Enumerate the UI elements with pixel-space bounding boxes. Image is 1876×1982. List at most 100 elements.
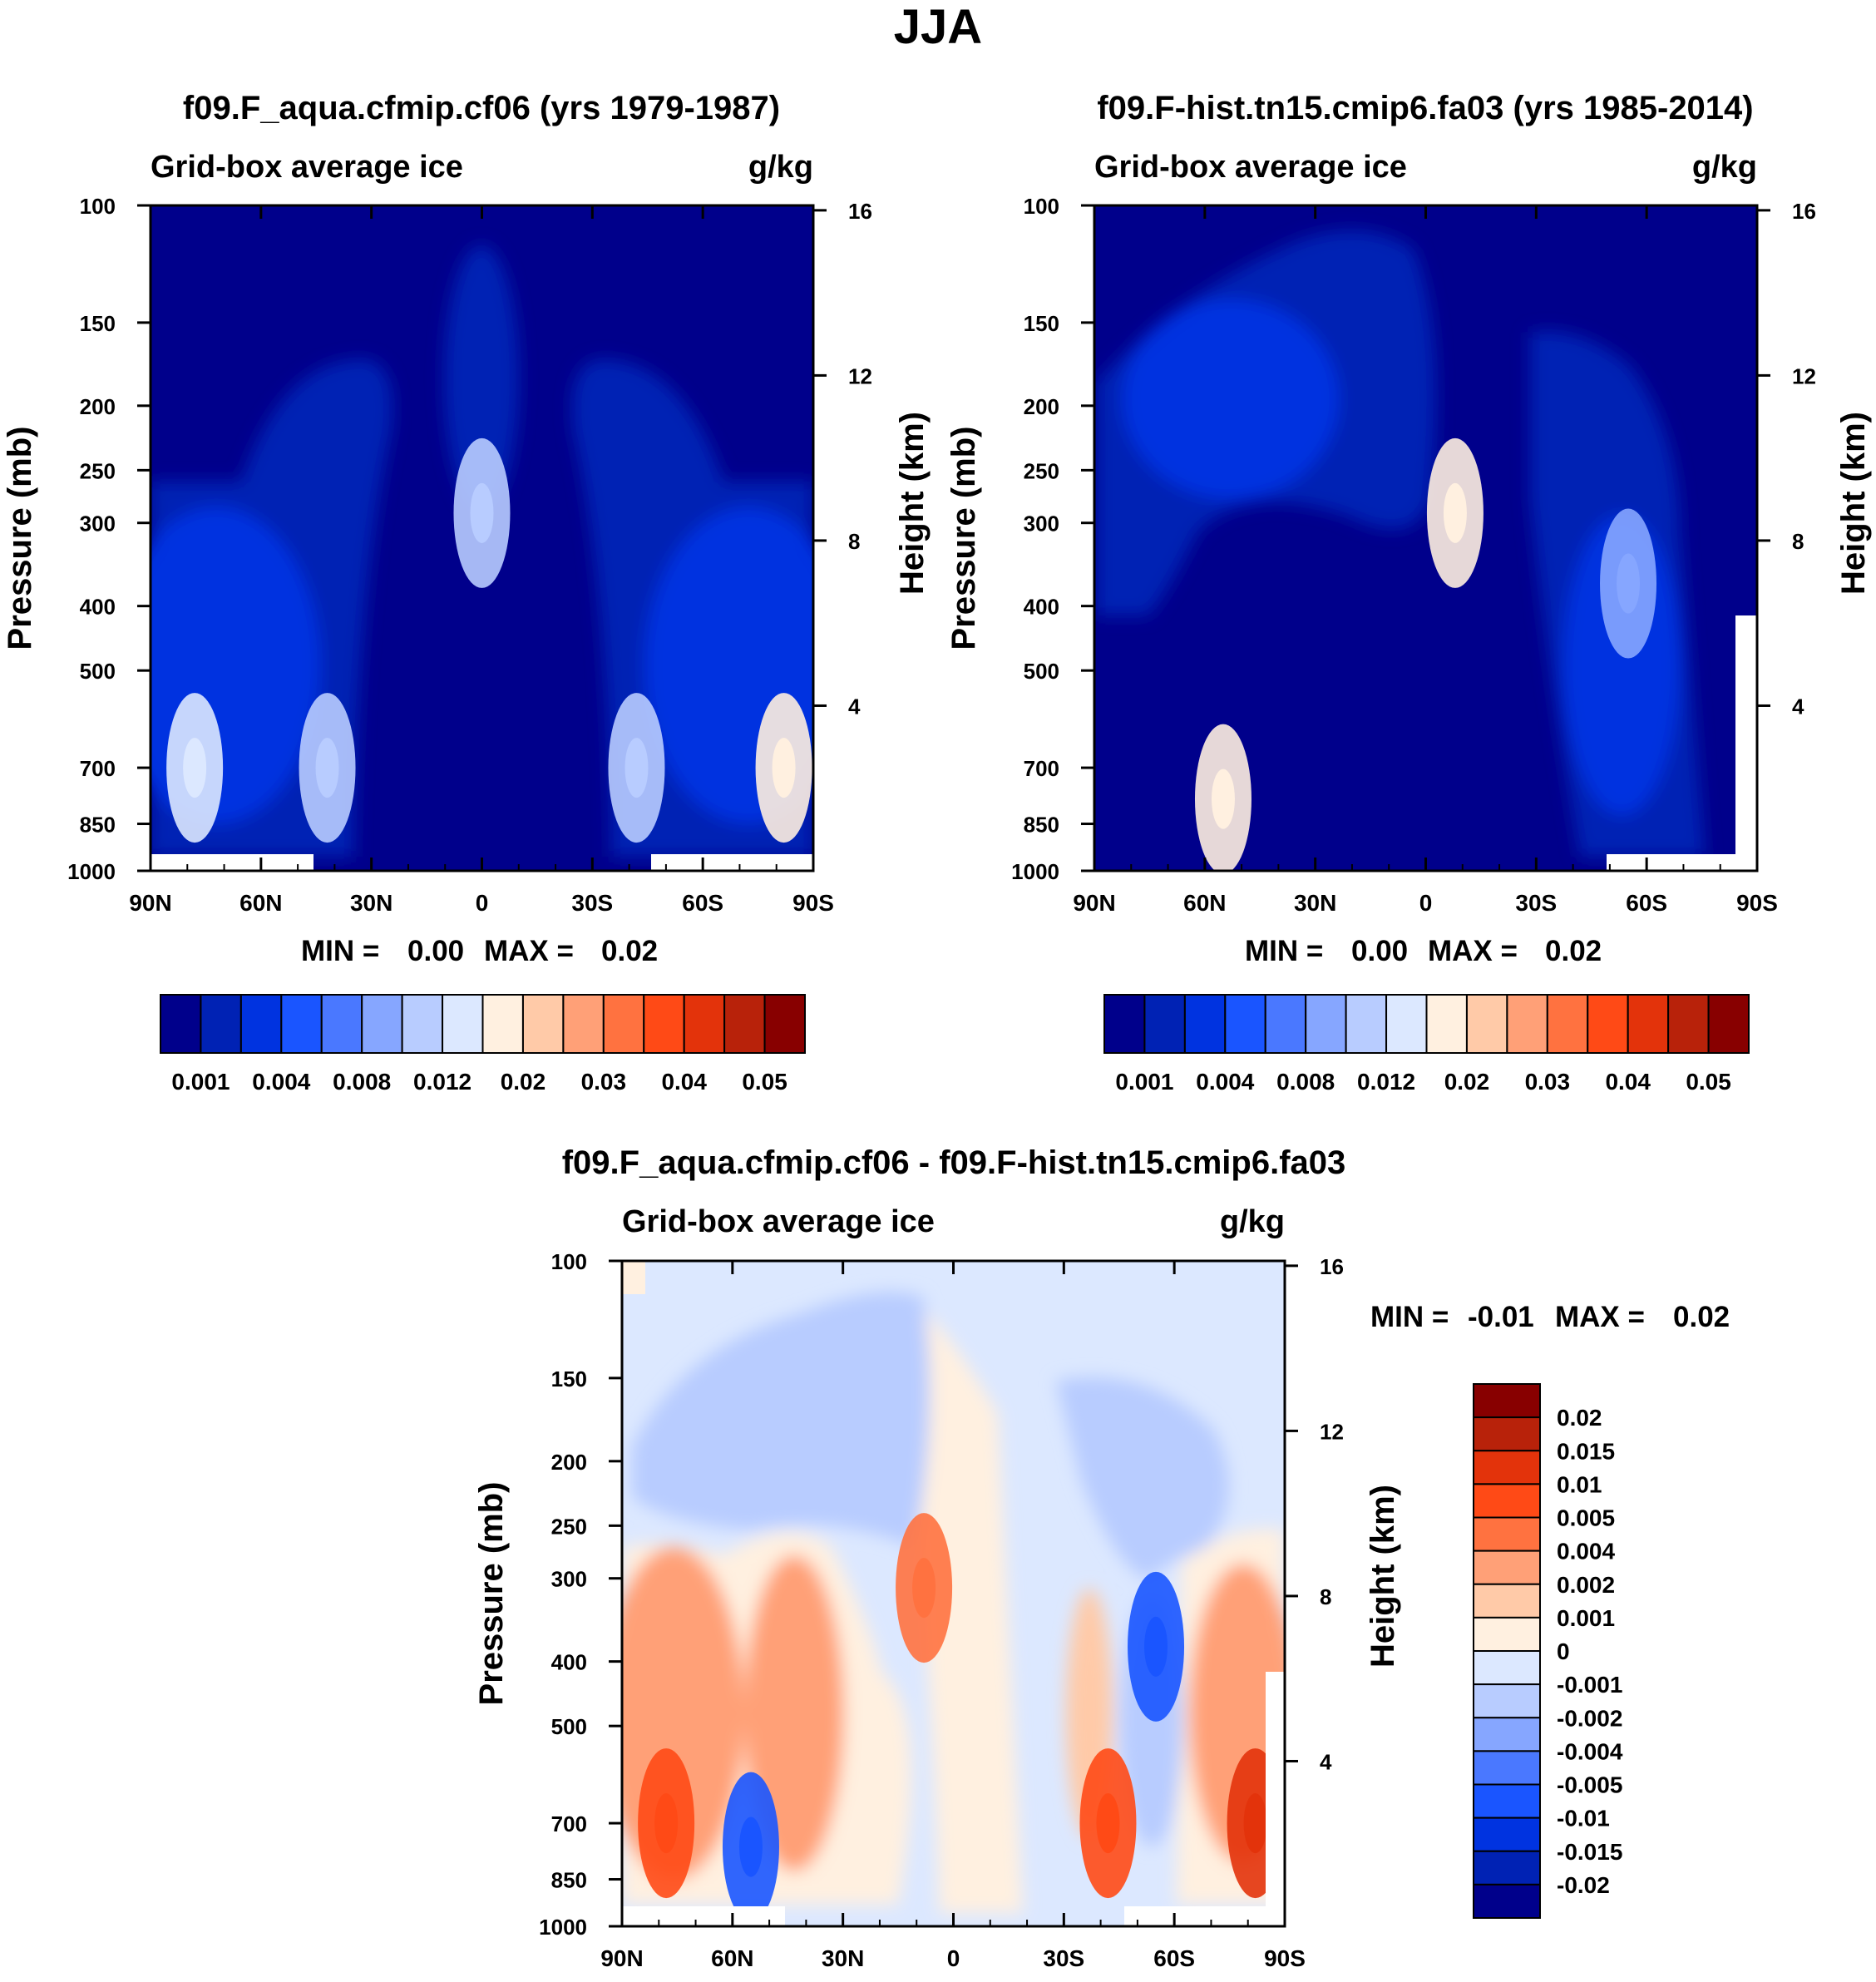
height-tick-label: 8 [848,529,860,554]
min-label: MIN = [1370,1301,1449,1333]
y-tick-label: 700 [551,1811,587,1836]
colorbar-label: 0.004 [252,1069,310,1095]
colorbar-cell [1473,1616,1541,1652]
colorbar-cell [1264,994,1307,1054]
y-tick-label: 850 [551,1868,587,1893]
y-tick-label: 400 [1024,595,1059,620]
missing-data-s [1124,1906,1285,1926]
panel-title: f09.F_aqua.cfmip.cf06 - f09.F-hist.tn15.… [562,1144,1346,1181]
colorbar-label: 0.03 [1525,1069,1571,1095]
variable-label: Grid-box average ice [1094,150,1407,185]
colorbar-label: 0 [1557,1638,1570,1664]
max-label: MAX = [1428,935,1518,967]
field-core-peak [1443,482,1467,543]
field-core-peak [772,738,796,798]
y-tick-label: 100 [1024,194,1059,219]
height-tick-label: 16 [1792,199,1816,224]
y-tick-label: 400 [80,595,116,620]
x-tick-label: 30S [1515,890,1557,916]
colorbar-label: 0.001 [1557,1605,1615,1631]
y-tick-label: 150 [551,1367,587,1391]
max-value: 0.02 [601,935,658,967]
field-area [151,205,813,871]
height-axis-title: Height (km) [1365,1485,1401,1668]
colorbar-label: 0.01 [1557,1471,1602,1497]
min-value: 0.00 [407,935,464,967]
colorbar-cell [521,994,565,1054]
y-tick-label: 700 [80,756,116,781]
units-label: g/kg [1220,1204,1285,1239]
colorbar-cell [1473,1717,1541,1752]
y-tick-label: 1000 [67,859,116,884]
colorbar-cell [1473,1750,1541,1786]
colorbar-label: 0.05 [1686,1069,1731,1095]
colorbar-cell [643,994,685,1054]
colorbar-cell [1143,994,1186,1054]
panel-hist: f09.F-hist.tn15.cmip6.fa03 (yrs 1985-201… [945,90,1872,1095]
colorbar-label: 0.02 [1557,1405,1602,1431]
figure-title: JJA [894,0,982,54]
colorbar-cell [1224,994,1266,1054]
colorbar-cell [1473,1483,1541,1519]
colorbar-label: -0.01 [1557,1806,1610,1831]
colorbar-cell [1183,994,1227,1054]
colorbar-cell [1473,1683,1541,1719]
colorbar-cell [1587,994,1629,1054]
colorbar-cell [1473,1816,1541,1852]
x-tick-label: 0 [947,1945,960,1971]
height-tick-label: 16 [1320,1254,1344,1279]
variable-label: Grid-box average ice [151,150,463,185]
field-area [622,1261,1285,1926]
min-value: 0.00 [1351,935,1408,967]
field-core-peak [1243,1793,1267,1854]
colorbar-cell [1667,994,1710,1054]
min-label: MIN = [301,935,379,967]
x-tick-label: 90S [792,890,834,916]
colorbar-cell [361,994,403,1054]
y-tick-label: 200 [551,1450,587,1475]
y-tick-label: 100 [551,1249,587,1274]
colorbar-cell [1506,994,1548,1054]
units-label: g/kg [748,150,813,185]
height-tick-label: 12 [1320,1419,1344,1444]
x-tick-label: 60S [682,890,723,916]
y-tick-label: 300 [1024,512,1059,536]
y-tick-label: 250 [1024,458,1059,483]
max-label: MAX = [1555,1301,1645,1333]
colorbar-cell [1473,1516,1541,1552]
y-tick-label: 500 [551,1714,587,1739]
min-label: MIN = [1245,935,1323,967]
colorbar-cell [1305,994,1347,1054]
x-tick-label: 30S [1043,1945,1084,1971]
y-tick-label: 200 [1024,394,1059,419]
missing-data-n [622,1906,785,1926]
y-tick-label: 250 [551,1514,587,1539]
height-tick-label: 4 [1792,694,1804,719]
y-tick-label: 300 [551,1567,587,1592]
sh-ice-broad [644,507,813,823]
x-tick-label: 30N [350,890,392,916]
height-tick-label: 12 [848,363,872,388]
colorbar-label: 0.001 [1115,1069,1173,1095]
colorbar-cell [160,994,202,1054]
field-core-peak [1144,1616,1168,1677]
y-tick-label: 500 [1024,659,1059,684]
colorbar-label: 0.001 [171,1069,230,1095]
height-axis-title: Height (km) [894,412,931,595]
max-label: MAX = [484,935,574,967]
colorbar-label: 0.008 [333,1069,391,1095]
x-tick-label: 90S [1736,890,1778,916]
x-tick-label: 0 [1419,890,1433,916]
colorbar-label: 0.05 [742,1069,787,1095]
field-core-peak [470,482,494,543]
x-tick-label: 90N [600,1945,643,1971]
colorbar-label: 0.012 [413,1069,471,1095]
feature-layer [1194,437,1657,871]
height-tick-label: 4 [1320,1749,1332,1774]
panel-diff: f09.F_aqua.cfmip.cf06 - f09.F-hist.tn15.… [473,1144,1730,1971]
y-tick-label: 200 [80,394,116,419]
colorbar-label: 0.004 [1196,1069,1254,1095]
axes: 90N 60N 30N 0 30S 60S 90S 100 150 200 250 300 400 500… [539,1249,1344,1971]
colorbar-cell [1473,1583,1541,1619]
panel-title: f09.F-hist.tn15.cmip6.fa03 (yrs 1985-201… [1097,90,1753,126]
